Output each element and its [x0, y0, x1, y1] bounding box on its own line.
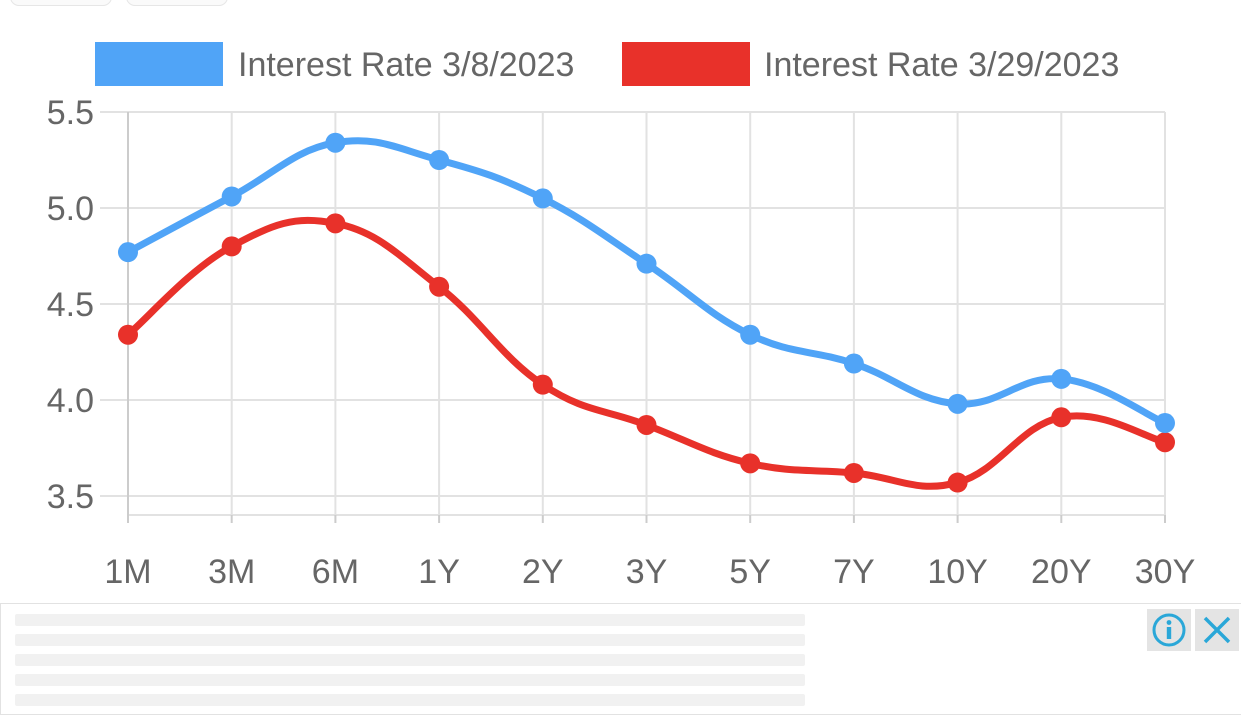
data-point-series-2 — [636, 414, 657, 435]
x-tick-label: 1M — [104, 553, 151, 591]
data-point-series-2 — [118, 324, 138, 345]
ad-text-line — [15, 674, 805, 686]
x-tick-label: 20Y — [1031, 553, 1092, 591]
x-tick-label: 3Y — [626, 553, 668, 591]
data-point-series-2 — [843, 462, 864, 483]
ad-banner[interactable] — [0, 603, 1241, 715]
data-point-series-2 — [1155, 432, 1175, 453]
data-point-series-2 — [740, 453, 761, 474]
data-point-series-1 — [1051, 368, 1072, 389]
ad-text-line — [15, 634, 805, 646]
chart-series — [118, 132, 1175, 493]
y-tick-label: 5.0 — [47, 190, 94, 228]
data-point-series-2 — [947, 472, 968, 493]
data-point-series-2 — [325, 213, 346, 234]
yield-curve-chart: Interest Rate 3/8/2023 Interest Rate 3/29… — [47, 42, 1196, 591]
data-point-series-1 — [429, 150, 450, 170]
x-tick-label: 30Y — [1135, 553, 1196, 591]
y-tick-label: 5.5 — [47, 94, 94, 132]
ad-info-button[interactable] — [1147, 609, 1191, 651]
ad-text-line — [15, 654, 805, 666]
data-point-series-1 — [118, 242, 138, 263]
legend-swatch-1 — [95, 42, 223, 86]
info-icon — [1152, 613, 1186, 647]
ad-text-line — [15, 614, 805, 626]
close-icon — [1203, 616, 1231, 644]
data-point-series-2 — [221, 236, 242, 257]
data-point-series-1 — [325, 132, 346, 153]
x-tick-label: 10Y — [927, 553, 988, 591]
data-point-series-1 — [221, 186, 242, 207]
x-tick-label: 3M — [208, 553, 255, 591]
legend-swatch-2 — [622, 42, 750, 86]
data-point-series-1 — [636, 253, 657, 274]
legend-label-1: Interest Rate 3/8/2023 — [238, 46, 574, 84]
top-tab-strip — [0, 0, 1242, 8]
x-tick-label: 5Y — [729, 553, 771, 591]
data-point-series-2 — [532, 374, 553, 395]
ad-text-line — [15, 694, 805, 706]
x-tick-label: 1Y — [418, 553, 460, 591]
chart-svg: Interest Rate 3/8/2023 Interest Rate 3/29… — [47, 42, 1196, 591]
x-tick-label: 2Y — [522, 553, 564, 591]
x-tick-label: 6M — [312, 553, 359, 591]
data-point-series-1 — [740, 324, 761, 345]
chart-legend: Interest Rate 3/8/2023 Interest Rate 3/29… — [95, 42, 1119, 86]
data-point-series-1 — [1155, 413, 1175, 434]
data-point-series-1 — [947, 393, 968, 414]
y-tick-label: 3.5 — [47, 478, 94, 516]
legend-label-2: Interest Rate 3/29/2023 — [764, 46, 1119, 84]
y-tick-label: 4.5 — [47, 286, 94, 324]
chart-axes: 5.5 5.0 4.5 4.0 3.5 1M 3M 6M 1Y 2Y 3Y 5Y 7Y 10Y 20Y 30Y — [47, 94, 1196, 591]
y-tick-label: 4.0 — [47, 382, 94, 420]
data-point-series-1 — [532, 188, 553, 209]
ad-close-button[interactable] — [1195, 609, 1239, 651]
x-tick-label: 7Y — [833, 553, 875, 591]
data-point-series-1 — [843, 353, 864, 374]
data-point-series-2 — [1051, 407, 1072, 428]
data-point-series-2 — [429, 276, 450, 297]
